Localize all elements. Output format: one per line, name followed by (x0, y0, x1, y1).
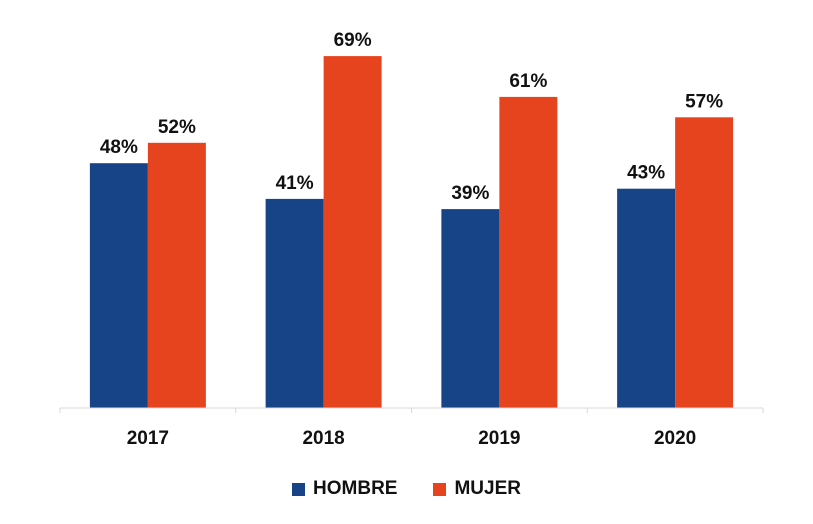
bar-mujer-2020 (675, 117, 734, 409)
data-label-mujer-2019: 61% (509, 71, 547, 92)
bar-mujer-2018 (323, 56, 382, 408)
x-tick-label-2020: 2020 (654, 428, 696, 449)
x-axis: 2017 2018 2019 2020 (59, 407, 764, 449)
value-labels-layer: 48% 52% 41% 69% 39% 61% 43% 57% (100, 30, 723, 204)
x-tick-label-2019: 2019 (478, 428, 520, 449)
legend-swatch-hombre (292, 482, 306, 496)
legend-item-mujer: MUJER (433, 478, 521, 500)
bar-mujer-2017 (147, 142, 206, 409)
bar-hombre-2017 (89, 163, 148, 408)
legend: HOMBRE MUJER (0, 478, 813, 500)
x-tick-label-2017: 2017 (127, 428, 169, 449)
bar-hombre-2018 (265, 198, 324, 408)
data-label-hombre-2020: 43% (627, 163, 665, 184)
bar-mujer-2019 (499, 96, 558, 409)
data-label-mujer-2018: 69% (334, 30, 372, 51)
legend-item-hombre: HOMBRE (292, 478, 397, 500)
data-label-hombre-2019: 39% (451, 183, 489, 204)
data-label-mujer-2017: 52% (158, 117, 196, 138)
data-label-mujer-2020: 57% (685, 91, 723, 112)
legend-label-mujer: MUJER (454, 478, 521, 499)
bar-hombre-2019 (441, 209, 500, 408)
data-label-hombre-2017: 48% (100, 137, 138, 158)
legend-label-hombre: HOMBRE (313, 478, 398, 499)
bar-hombre-2020 (617, 188, 676, 408)
x-tick-label-2018: 2018 (302, 428, 344, 449)
bars-layer (89, 56, 734, 409)
legend-swatch-mujer (433, 482, 447, 496)
data-label-hombre-2018: 41% (276, 173, 314, 194)
